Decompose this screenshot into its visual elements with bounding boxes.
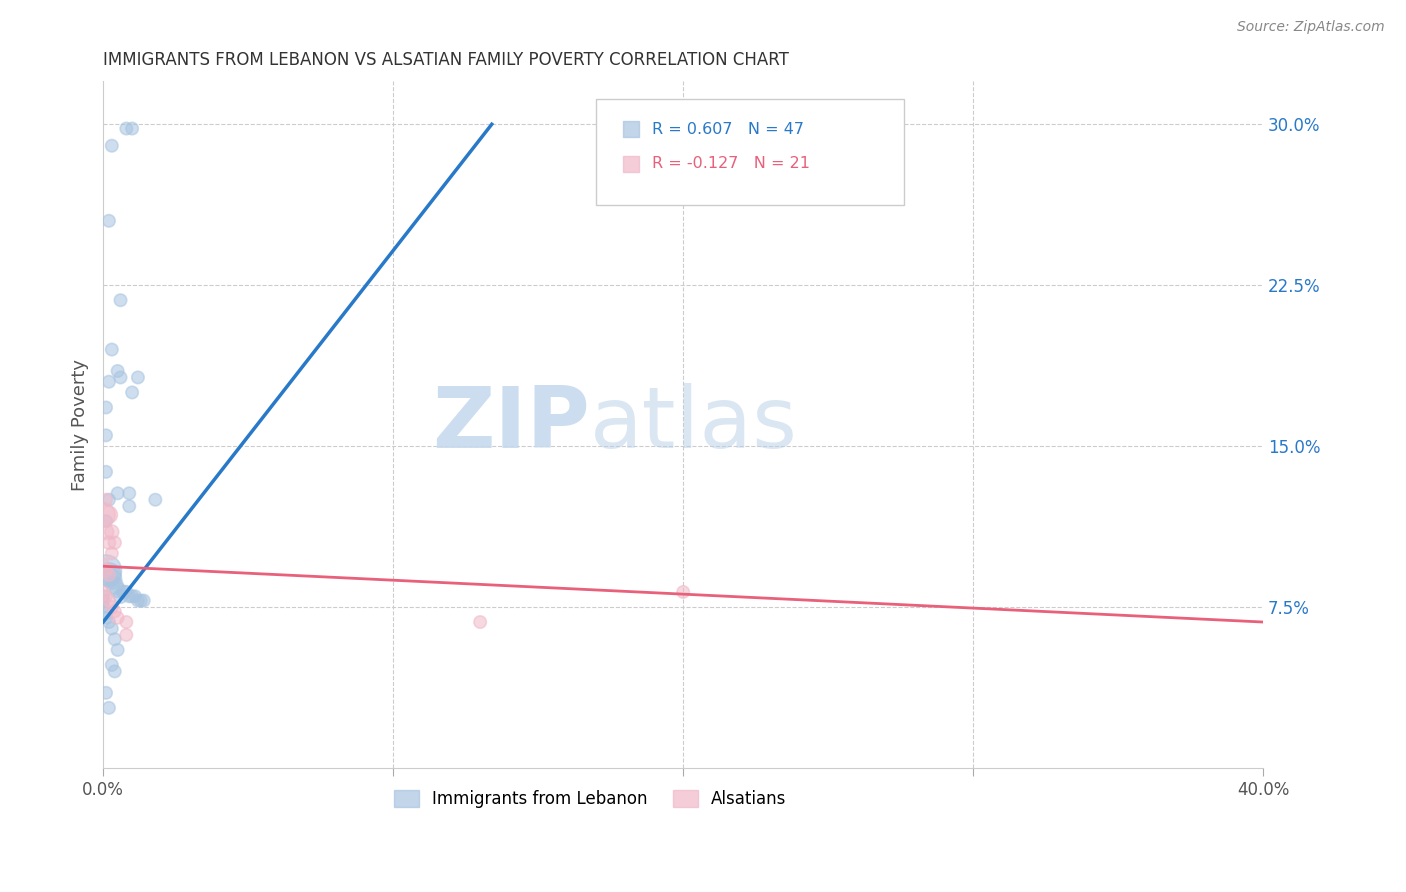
Point [94,492,117,507]
Point [91,508,114,522]
Point [91,600,114,615]
Point [107,582,129,597]
Legend: Immigrants from Lebanon, Alsatians: Immigrants from Lebanon, Alsatians [388,783,793,814]
Point [101,572,124,586]
Point [94,524,117,539]
Point [101,622,124,636]
Point [104,632,127,647]
Point [129,593,152,607]
Point [97,701,120,715]
Point [107,486,129,500]
Point [94,514,117,528]
Point [104,604,127,618]
Point [143,492,166,507]
Point [94,401,117,415]
Text: Source: ZipAtlas.com: Source: ZipAtlas.com [1237,20,1385,34]
Text: ZIP: ZIP [433,384,591,467]
Point [107,643,129,657]
Point [94,465,117,479]
Point [121,589,143,603]
Point [91,593,114,607]
Point [132,593,155,607]
Point [94,607,117,621]
Point [91,557,114,571]
Point [101,138,124,153]
Point [97,508,120,522]
Point [97,375,120,389]
Point [121,121,143,136]
Point [118,589,141,603]
Point [97,615,120,629]
Text: R = 0.607   N = 47: R = 0.607 N = 47 [652,122,804,136]
Point [91,585,114,599]
Point [672,585,695,599]
Point [104,535,127,549]
Point [97,567,120,582]
Point [110,293,132,308]
Point [124,589,146,603]
Point [110,370,132,384]
Point [101,343,124,357]
Point [104,578,127,592]
Point [94,686,117,700]
Point [91,589,114,603]
Point [127,593,149,607]
Point [118,486,141,500]
Point [97,214,120,228]
Point [115,628,138,642]
FancyBboxPatch shape [596,98,904,205]
Point [470,615,492,629]
Point [110,589,132,603]
Y-axis label: Family Poverty: Family Poverty [72,359,89,491]
Point [127,370,149,384]
Point [112,585,135,599]
Text: IMMIGRANTS FROM LEBANON VS ALSATIAN FAMILY POVERTY CORRELATION CHART: IMMIGRANTS FROM LEBANON VS ALSATIAN FAMI… [103,51,789,69]
Point [115,615,138,629]
Point [97,492,120,507]
Point [94,428,117,442]
Point [101,600,124,615]
Point [94,589,117,603]
Point [115,121,138,136]
Point [94,564,117,578]
Text: R = -0.127   N = 21: R = -0.127 N = 21 [652,156,810,171]
Text: atlas: atlas [591,384,799,467]
Point [101,524,124,539]
Point [101,546,124,560]
Point [97,593,120,607]
Point [107,364,129,378]
Point [94,564,117,578]
Point [97,535,120,549]
Point [97,567,120,582]
Point [94,611,117,625]
Point [104,665,127,679]
Point [118,499,141,513]
Point [107,611,129,625]
Point [121,385,143,400]
Point [101,657,124,672]
Point [115,585,138,599]
